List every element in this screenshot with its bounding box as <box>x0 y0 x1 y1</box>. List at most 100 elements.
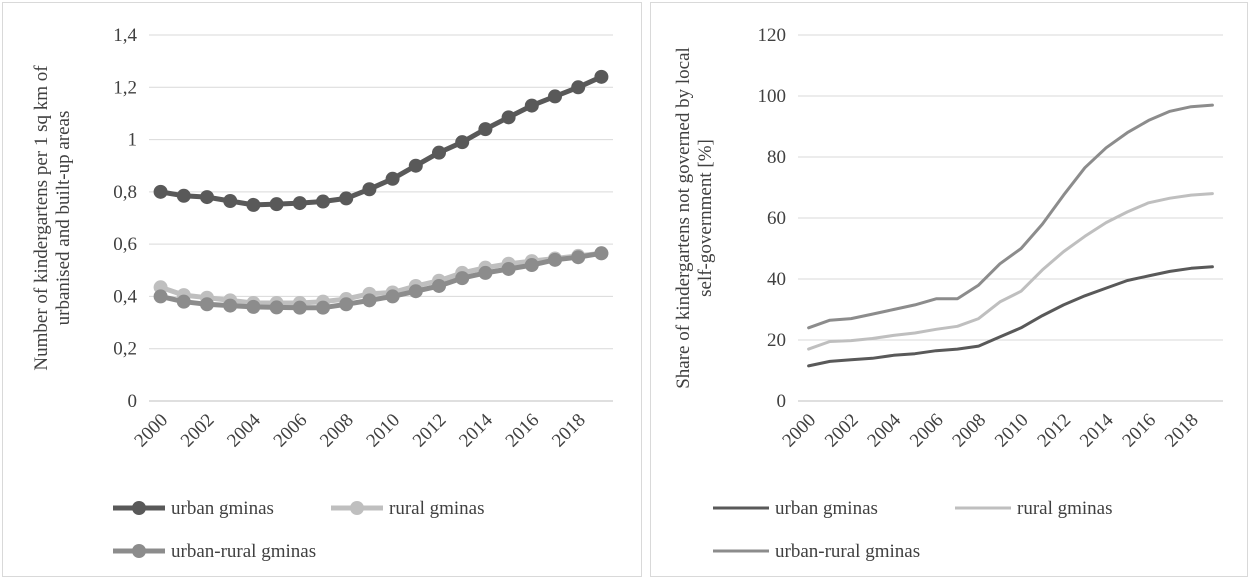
x-tick-label: 2000 <box>130 410 172 452</box>
series-urban-gminas <box>153 69 609 212</box>
data-point <box>269 300 284 315</box>
x-tick-label: 2002 <box>177 410 219 452</box>
data-point <box>455 271 470 286</box>
data-point <box>548 89 562 104</box>
x-tick-label: 2016 <box>502 410 544 452</box>
x-tick-label: 2010 <box>991 410 1033 452</box>
legend-label: urban-rural gminas <box>775 541 920 562</box>
data-point <box>571 80 586 95</box>
data-point <box>339 297 354 312</box>
y-tick-label: 1,2 <box>113 77 137 98</box>
data-point <box>176 294 191 309</box>
data-point <box>571 250 586 265</box>
chart-panel-left: 0 0,2 0,4 0,6 0,8 1 1,2 1,4 2000 2002 2004 2006 2008… <box>2 2 642 577</box>
data-point <box>594 246 609 261</box>
data-point <box>501 110 516 125</box>
data-point <box>478 265 493 280</box>
y-tick-label: 0,8 <box>113 182 137 203</box>
data-point <box>594 69 609 84</box>
y-tick-label: 1 <box>128 130 138 151</box>
x-tick-label: 2008 <box>316 410 358 452</box>
data-point <box>432 145 446 160</box>
legend-entry: urban gminas <box>713 498 878 519</box>
y-tick-label: 1,4 <box>113 25 137 46</box>
y-tick-label: 60 <box>767 208 786 229</box>
legend-entry: rural gminas <box>955 498 1113 519</box>
legend-entry: rural gminas <box>331 498 485 519</box>
x-tick-label: 2008 <box>948 410 990 452</box>
legend-marker <box>132 544 146 558</box>
data-point <box>524 258 539 273</box>
y-tick-label: 0,2 <box>113 339 137 360</box>
legend-label: urban gminas <box>775 498 878 519</box>
data-point <box>385 289 400 304</box>
x-tick-label: 2012 <box>409 410 451 452</box>
legend-label: rural gminas <box>389 498 485 519</box>
data-point <box>246 299 261 314</box>
data-point <box>316 194 330 209</box>
data-point <box>362 293 377 308</box>
series-urban-rural-gminas <box>807 103 1214 330</box>
y-tick-label: 0 <box>777 391 787 412</box>
data-point <box>316 300 330 315</box>
y-tick-label: 20 <box>767 330 786 351</box>
y-tick-label: 0,4 <box>113 286 137 307</box>
y-tick-label: 120 <box>758 25 787 46</box>
x-tick-label: 2000 <box>778 410 820 452</box>
x-tick-label: 2018 <box>1161 410 1203 452</box>
data-point <box>176 188 191 203</box>
x-tick-label: 2014 <box>1076 409 1118 451</box>
data-point <box>200 190 214 205</box>
chart-panel-right: 0 20 40 60 80 100 120 2000 2002 2004 2006 2008 2010 2… <box>650 2 1248 577</box>
x-tick-label: 2002 <box>821 410 863 452</box>
x-tick-label: 2010 <box>362 410 404 452</box>
y-tick-label: 40 <box>767 269 786 290</box>
data-point <box>339 191 354 206</box>
x-tick-label: 2018 <box>548 410 590 452</box>
y-tick-label: 0 <box>128 391 138 412</box>
data-point <box>292 196 307 211</box>
data-point <box>524 98 539 113</box>
data-point <box>548 252 562 267</box>
data-point <box>223 298 238 313</box>
legend-label: urban-rural gminas <box>171 541 316 562</box>
series-line <box>807 103 1214 330</box>
data-point <box>408 284 423 299</box>
x-tick-label: 2016 <box>1118 410 1160 452</box>
data-point <box>153 184 168 199</box>
kindergartens-density-chart: 0 0,2 0,4 0,6 0,8 1 1,2 1,4 2000 2002 2004 2006 2008… <box>31 25 613 562</box>
data-point <box>432 278 446 293</box>
data-point <box>153 289 168 304</box>
series-urban-gminas <box>807 265 1214 368</box>
series-urban-rural-gminas <box>153 246 609 315</box>
data-point <box>223 194 238 209</box>
y-axis-title: Number of kindergartens per 1 sq km ofur… <box>31 65 74 371</box>
data-point <box>385 171 400 186</box>
legend-entry: urban-rural gminas <box>113 541 316 562</box>
data-point <box>455 135 470 150</box>
legend-entry: urban-rural gminas <box>713 541 920 562</box>
y-axis-title: Share of kindergartens not governed by l… <box>673 47 716 389</box>
data-point <box>501 261 516 276</box>
data-point <box>292 300 307 315</box>
data-point <box>362 182 377 197</box>
y-tick-label: 80 <box>767 147 786 168</box>
series-line <box>158 74 604 208</box>
x-tick-label: 2004 <box>863 409 905 451</box>
legend-entry: urban gminas <box>113 498 274 519</box>
data-point <box>246 197 261 212</box>
data-point <box>200 297 214 312</box>
y-tick-label: 100 <box>758 86 787 107</box>
data-point <box>269 197 284 212</box>
x-tick-label: 2014 <box>455 409 497 451</box>
legend-label: rural gminas <box>1017 498 1113 519</box>
x-tick-label: 2006 <box>270 410 312 452</box>
legend-marker <box>350 501 364 515</box>
x-tick-label: 2004 <box>223 409 265 451</box>
y-tick-label: 0,6 <box>113 234 137 255</box>
legend-label: urban gminas <box>171 498 274 519</box>
x-tick-label: 2012 <box>1033 410 1075 452</box>
x-tick-label: 2006 <box>906 410 948 452</box>
series-line <box>807 192 1214 351</box>
